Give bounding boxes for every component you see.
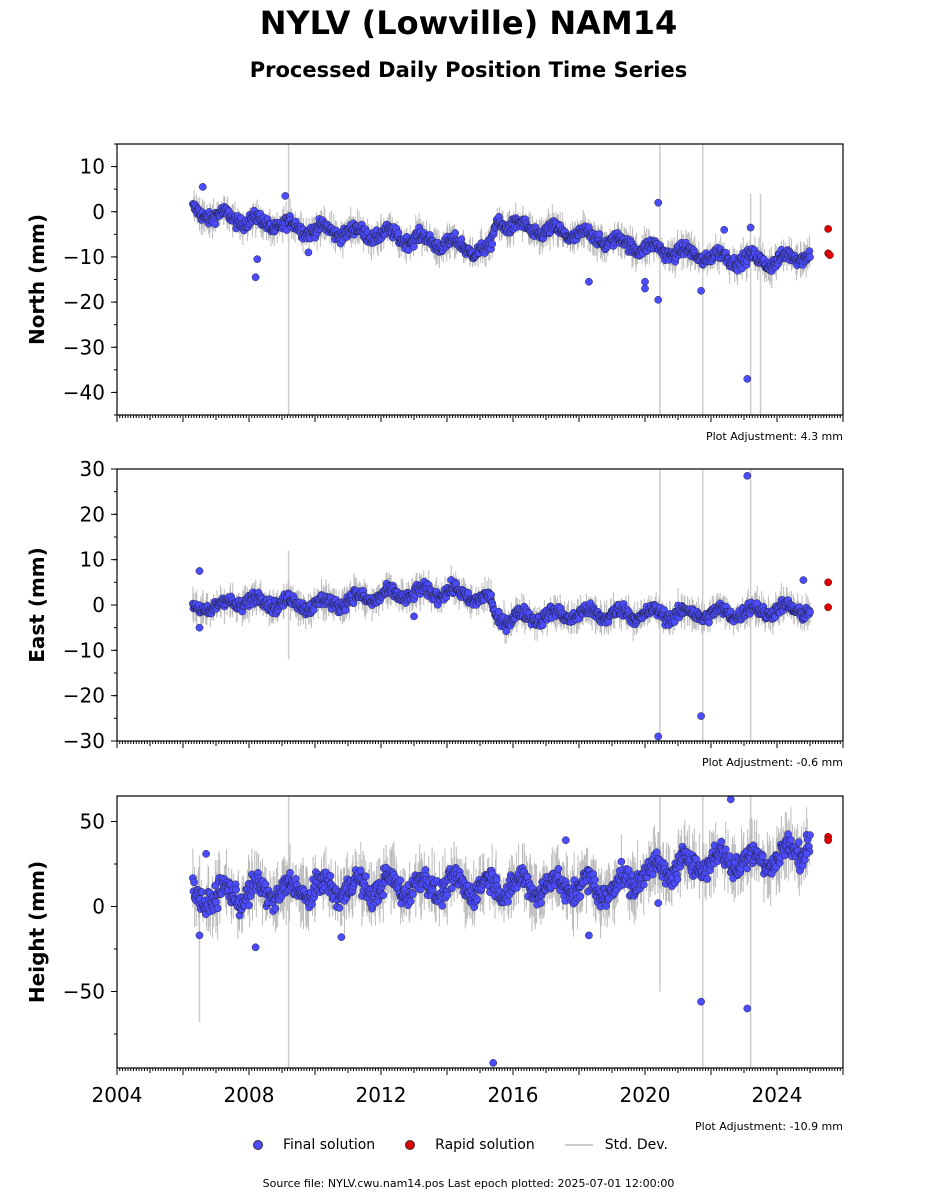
plot-area <box>189 144 834 415</box>
final-solution-point <box>743 375 752 383</box>
final-solution-point <box>190 878 198 887</box>
final-solution-point <box>585 277 593 286</box>
final-solution-point <box>396 876 404 885</box>
final-solution-point <box>451 229 459 237</box>
final-solution-point <box>335 903 344 912</box>
plot-area <box>189 469 833 741</box>
final-solution-point <box>361 872 370 881</box>
final-solution-point <box>304 248 313 257</box>
final-solution-point <box>213 904 222 913</box>
final-solution-point <box>746 223 755 232</box>
final-solution-point <box>654 732 663 741</box>
final-solution-point <box>654 295 663 304</box>
final-solution-point <box>379 891 388 899</box>
final-solution-point <box>253 255 262 264</box>
y-tick-label: 10 <box>80 155 105 179</box>
final-solution-point <box>211 220 220 229</box>
y-axis-label: North (mm) <box>25 214 49 345</box>
final-solution-point <box>251 273 260 282</box>
y-tick-label: −20 <box>63 684 105 708</box>
y-tick-label: −40 <box>63 380 105 404</box>
final-solution-point <box>341 606 350 615</box>
final-solution-point <box>261 880 270 889</box>
final-solution-point <box>487 590 495 599</box>
final-solution-point <box>743 471 752 480</box>
rapid-solution-point <box>824 603 833 612</box>
final-solution-point <box>697 286 705 295</box>
final-solution-point <box>697 712 705 720</box>
final-solution-point <box>443 891 452 899</box>
panel-2: 30 20 10 0 −10 −20 −30 East (mm) Plot Adjustment… <box>25 457 844 769</box>
rapid-solution-point <box>825 251 834 259</box>
final-solution-point <box>195 567 204 575</box>
final-solution-point <box>286 868 294 877</box>
final-solution-point <box>438 901 447 910</box>
rapid-solution-point <box>824 225 833 233</box>
y-tick-label: −30 <box>63 335 105 359</box>
final-solution-point <box>799 576 808 584</box>
final-solution-point <box>409 890 417 899</box>
panel-frame <box>116 143 844 416</box>
final-solution-point <box>281 192 290 200</box>
final-solution-point <box>271 904 280 913</box>
final-solution-point <box>309 606 318 614</box>
final-solution-point <box>502 627 511 636</box>
y-tick-label: −10 <box>63 245 105 269</box>
final-solution-point <box>538 621 547 630</box>
y-tick-label: 20 <box>80 502 105 526</box>
final-solution-point <box>245 901 253 910</box>
y-tick-label: −10 <box>63 638 105 662</box>
final-solution-point <box>641 284 649 293</box>
final-solution-point <box>232 885 240 894</box>
final-solution-point <box>641 277 649 286</box>
plot-area <box>189 796 833 1068</box>
y-tick-label: 0 <box>92 200 105 224</box>
plot-adjustment-label: Plot Adjustment: -0.6 mm <box>702 756 843 769</box>
y-axis-label: East (mm) <box>25 547 49 663</box>
y-tick-label: 0 <box>92 593 105 617</box>
final-solution-point <box>705 618 713 627</box>
final-solution-point <box>595 230 604 238</box>
final-solution-point <box>195 623 204 632</box>
final-solution-point <box>326 872 335 880</box>
y-tick-label: −30 <box>63 729 105 753</box>
y-tick-label: −20 <box>63 290 105 314</box>
final-solution-point <box>198 183 207 191</box>
final-solution-point <box>488 240 497 248</box>
final-solution-point <box>394 229 403 237</box>
panel-1: 10 0 −10 −20 −30 −40 North (mm) Plot Adjustment… <box>25 143 844 443</box>
final-solution-point <box>806 253 814 262</box>
final-solution-point <box>654 198 663 207</box>
final-solution-point <box>720 225 729 234</box>
final-solution-point <box>406 897 415 906</box>
final-solution-point <box>410 612 418 621</box>
plot-adjustment-label: Plot Adjustment: 4.3 mm <box>706 430 843 443</box>
y-tick-label: 10 <box>80 548 105 572</box>
final-solution-point <box>409 242 418 251</box>
rapid-solution-point <box>824 578 833 587</box>
final-solution-point <box>447 884 456 893</box>
y-tick-label: 30 <box>80 457 105 481</box>
final-solution-point <box>806 608 814 617</box>
